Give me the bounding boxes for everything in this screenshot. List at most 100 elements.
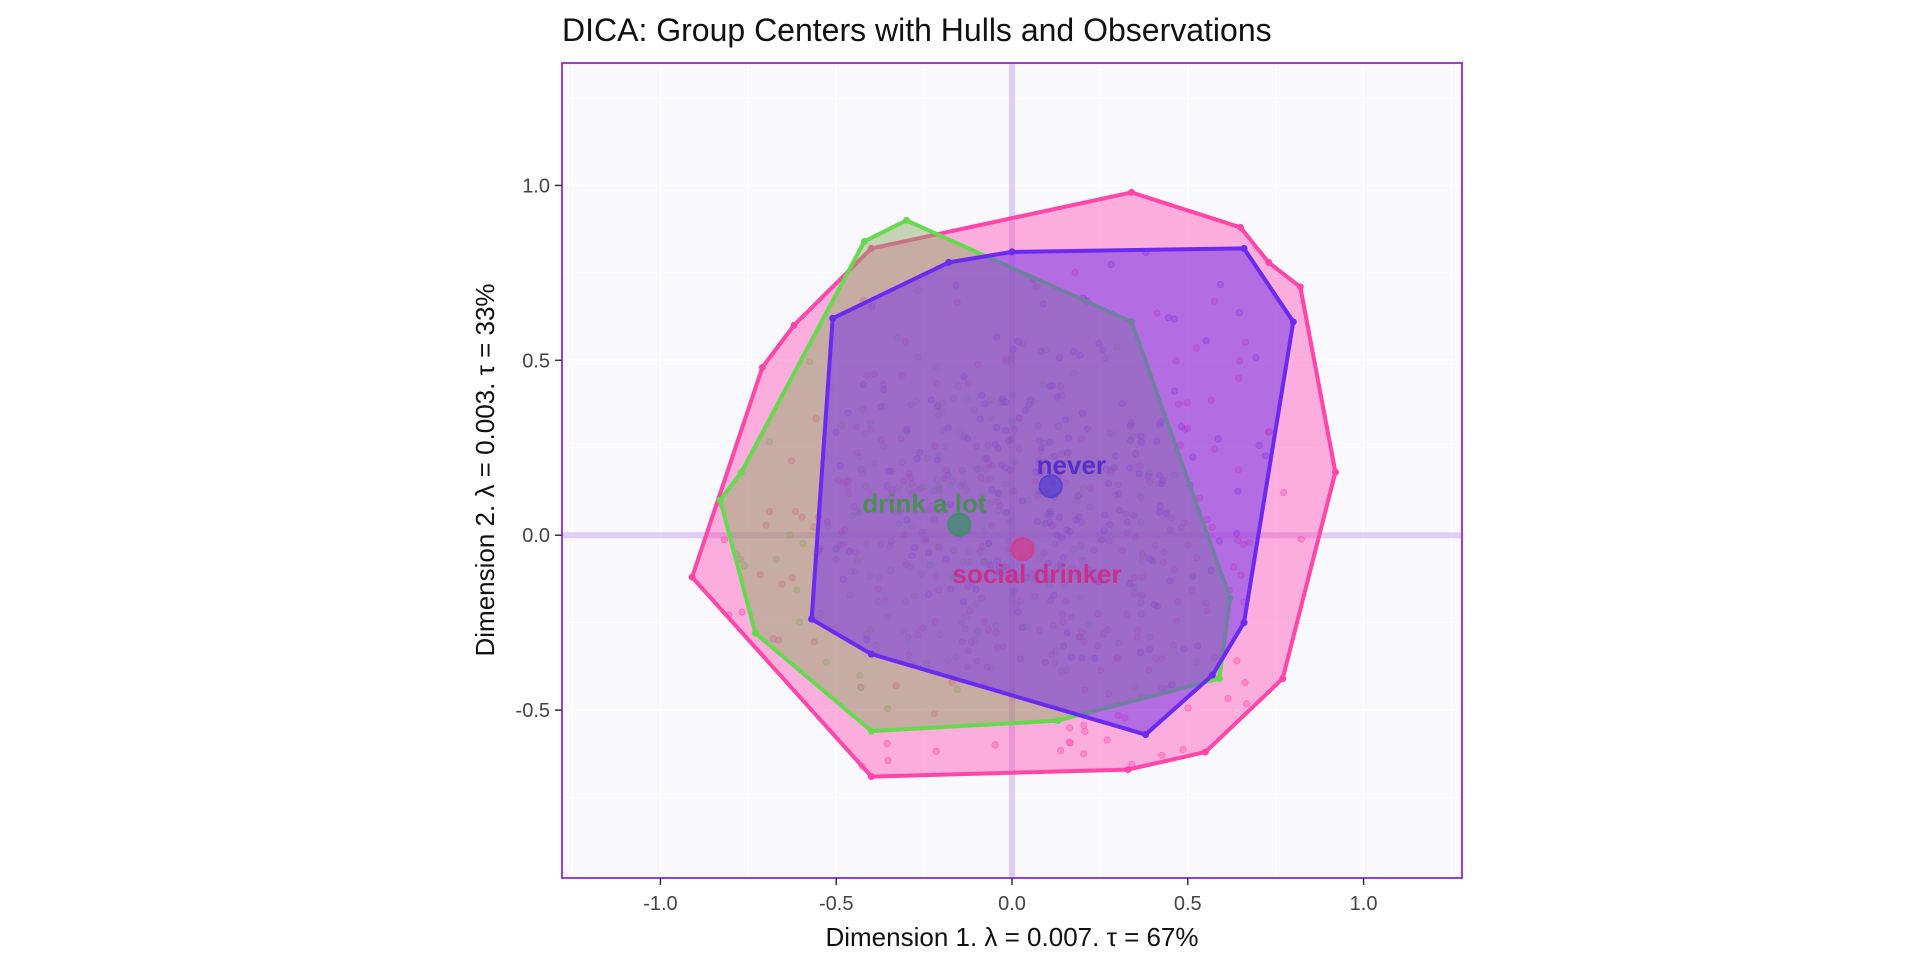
- hull-vertex: [688, 573, 696, 581]
- observation-point: [883, 739, 891, 748]
- hull-vertex: [751, 629, 759, 637]
- group-hulls: [688, 188, 1339, 781]
- observation-point: [812, 415, 820, 423]
- observation-point: [1224, 694, 1232, 703]
- observation-point: [778, 580, 786, 588]
- y-axis-title: Dimension 2. λ = 0.003. τ = 33%: [470, 283, 500, 656]
- observation-point: [765, 507, 773, 516]
- observation-point: [799, 539, 807, 548]
- hull-vertex: [1215, 675, 1223, 683]
- observation-point: [1080, 750, 1088, 758]
- axis-ticks: -1.0 -0.5 0.0 0.5 1.0 -0.5 0.0 0.5 1.0: [516, 175, 1378, 915]
- observation-point: [1184, 704, 1192, 712]
- observation-point: [932, 747, 940, 755]
- hull-vertex: [1128, 188, 1136, 196]
- observation-point: [762, 521, 770, 529]
- observation-point: [1242, 700, 1251, 708]
- observation-point: [892, 682, 900, 690]
- hull-vertex: [1289, 318, 1297, 326]
- label-drink-a-lot: drink a lot: [862, 489, 987, 519]
- observation-point: [930, 710, 938, 718]
- observation-point: [991, 741, 999, 749]
- hull-vertex: [1240, 244, 1248, 252]
- center-drink-a-lot: [947, 512, 972, 537]
- observation-point: [786, 531, 794, 539]
- center-never: [1038, 474, 1063, 499]
- x-tick-label: -0.5: [819, 893, 853, 915]
- y-tick-label: -0.5: [516, 700, 550, 722]
- hull-vertex: [1124, 766, 1132, 774]
- observation-point: [769, 635, 778, 643]
- x-tick-label: 0.0: [998, 893, 1026, 915]
- observation-point: [822, 658, 830, 666]
- hull-vertex: [903, 216, 911, 224]
- observation-point: [1179, 745, 1187, 754]
- hull-vertex: [867, 244, 875, 252]
- hull-vertex: [1296, 283, 1304, 291]
- hull-vertex: [1008, 248, 1016, 256]
- observation-point: [740, 562, 749, 570]
- x-tick-label: -1.0: [643, 893, 677, 915]
- observation-point: [806, 357, 814, 366]
- hull-vertex: [737, 468, 745, 476]
- observation-point: [1158, 751, 1166, 759]
- observation-point: [756, 571, 764, 579]
- hull-vertex: [945, 258, 953, 266]
- hull-vertex: [867, 727, 875, 735]
- hull-vertex: [1054, 717, 1062, 725]
- observation-point: [953, 685, 961, 694]
- hull-vertex: [1201, 748, 1209, 756]
- observation-point: [795, 618, 804, 626]
- y-tick-label: 0.5: [522, 350, 550, 372]
- hull-vertex: [1142, 731, 1150, 739]
- chart-title: DICA: Group Centers with Hulls and Obser…: [562, 12, 1272, 48]
- hull-vertex: [867, 773, 875, 781]
- x-tick-label: 1.0: [1350, 893, 1378, 915]
- observation-point: [1233, 657, 1241, 665]
- observation-point: [1241, 678, 1249, 687]
- observation-point: [1065, 738, 1074, 746]
- observation-point: [1056, 746, 1065, 755]
- observation-point: [1297, 535, 1305, 543]
- hull-vertex: [1237, 223, 1245, 231]
- observation-point: [791, 507, 800, 516]
- label-social-drinker: social drinker: [953, 559, 1122, 589]
- hull-vertex: [808, 615, 816, 623]
- observation-point: [765, 438, 774, 446]
- hull-vertex: [860, 237, 868, 245]
- observation-point: [857, 683, 865, 692]
- hull-vertex: [1279, 675, 1287, 683]
- observation-point: [1066, 724, 1074, 732]
- observation-point: [1080, 721, 1088, 729]
- observation-point: [884, 756, 892, 765]
- hull-vertex: [1265, 258, 1273, 266]
- observation-point: [720, 536, 729, 544]
- x-axis-title: Dimension 1. λ = 0.007. τ = 67%: [825, 922, 1198, 952]
- hull-vertex: [829, 314, 837, 322]
- observation-point: [883, 704, 892, 713]
- hull-vertex: [758, 363, 766, 371]
- observation-point: [793, 586, 801, 594]
- observation-point: [1103, 736, 1111, 744]
- observation-point: [1280, 488, 1288, 497]
- center-social-drinker: [1010, 537, 1035, 562]
- group-labels: social drinker drink a lot never: [862, 450, 1121, 589]
- observation-point: [738, 608, 746, 616]
- observation-point: [856, 671, 864, 680]
- observation-point: [788, 574, 796, 582]
- observation-point: [810, 638, 818, 646]
- hull-vertex: [867, 650, 875, 658]
- label-never: never: [1037, 450, 1106, 480]
- hull-vertex: [790, 321, 798, 329]
- x-tick-label: 0.5: [1174, 893, 1202, 915]
- observation-point: [787, 457, 795, 465]
- y-tick-label: 0.0: [522, 525, 550, 547]
- y-tick-label: 1.0: [522, 175, 550, 197]
- observation-point: [772, 555, 780, 564]
- observation-point: [798, 513, 806, 521]
- group-centers: [947, 474, 1063, 562]
- hull-vertex: [716, 496, 724, 504]
- hull-vertex: [1331, 468, 1339, 476]
- hull-vertex: [1240, 619, 1248, 627]
